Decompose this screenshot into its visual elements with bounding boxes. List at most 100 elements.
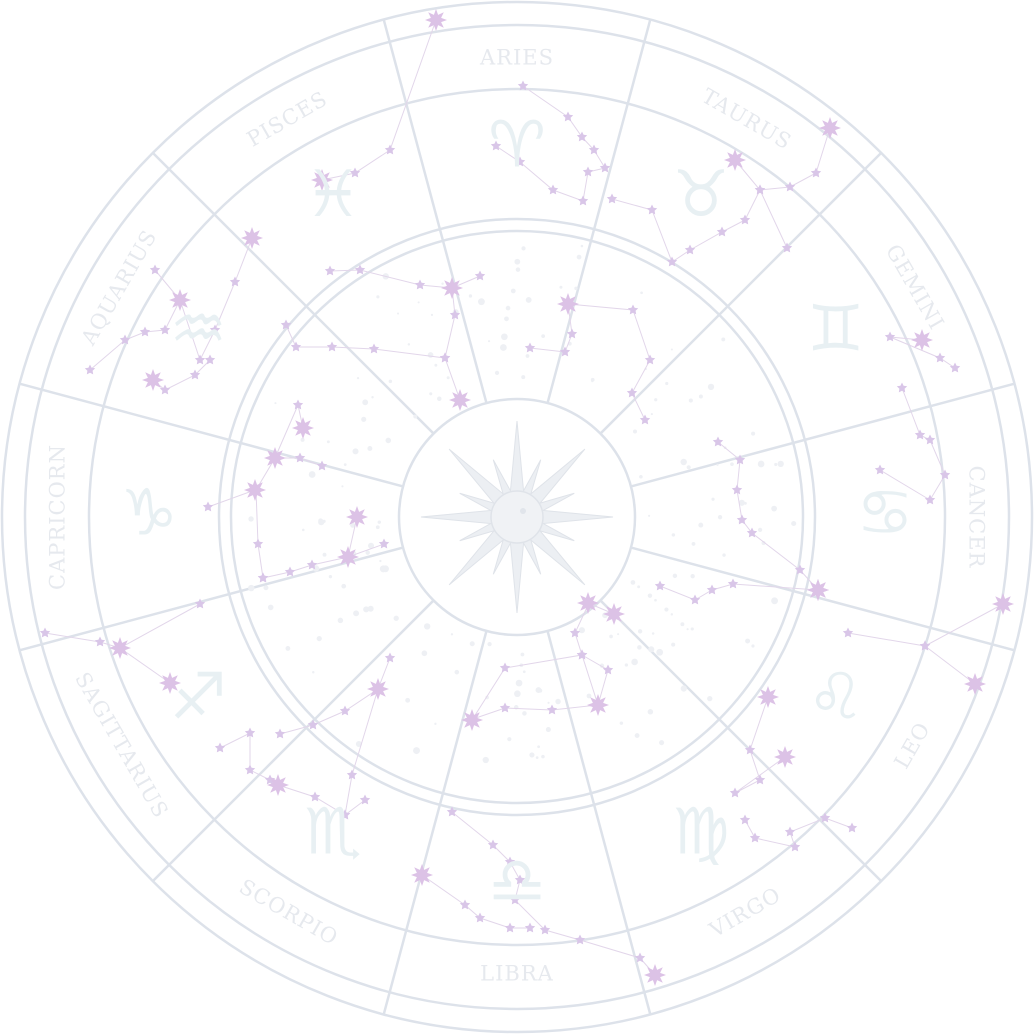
star-icon bbox=[292, 399, 304, 410]
star-icon bbox=[992, 593, 1014, 615]
constellation-line bbox=[734, 159, 788, 249]
star-icon bbox=[244, 727, 256, 738]
house-dividers bbox=[19, 19, 1015, 1015]
star-icon bbox=[264, 447, 286, 469]
constellation-line bbox=[44, 603, 201, 649]
libra-glyph-icon: ♎ bbox=[488, 845, 545, 919]
sign-glyphs: ♈ ♉ ♊ ♋ ♌ ♍ ♎ ♏ ♐ ♑ ♒ ♓ bbox=[120, 109, 913, 919]
constellation-line bbox=[879, 387, 946, 501]
star-icon bbox=[539, 924, 551, 935]
star-icon bbox=[939, 469, 951, 480]
star-icon bbox=[562, 111, 574, 122]
star-icon bbox=[784, 826, 796, 837]
star-icon bbox=[810, 167, 822, 178]
sign-label-leo: LEO bbox=[890, 718, 936, 773]
house-divider bbox=[546, 103, 629, 404]
star-icon bbox=[576, 649, 588, 660]
inner-ring-inner bbox=[229, 229, 805, 805]
house-divider bbox=[599, 599, 821, 821]
star-icon bbox=[689, 594, 701, 605]
star-icon bbox=[588, 144, 600, 155]
star-icon bbox=[368, 343, 380, 354]
star-icon bbox=[194, 354, 206, 365]
constellation-line bbox=[119, 647, 171, 684]
star-icon bbox=[378, 538, 390, 549]
star-icon bbox=[569, 627, 581, 638]
star-icon bbox=[189, 369, 201, 380]
star-icon bbox=[94, 636, 106, 647]
star-icon bbox=[461, 709, 483, 731]
star-icon bbox=[706, 584, 718, 595]
star-icon bbox=[202, 501, 214, 512]
virgo-glyph-icon: ♍ bbox=[672, 795, 729, 869]
star-icon bbox=[229, 276, 241, 287]
star-icon bbox=[446, 806, 458, 817]
star-icon bbox=[504, 922, 516, 933]
constellation-line bbox=[495, 85, 606, 202]
sign-label-gemini: GEMINI bbox=[881, 240, 949, 334]
house-divider bbox=[405, 103, 488, 404]
star-icon bbox=[626, 387, 638, 398]
star-icon bbox=[577, 592, 599, 614]
star-icon bbox=[354, 264, 366, 275]
star-icon bbox=[559, 346, 571, 357]
sagittarius-glyph-icon: ♐ bbox=[170, 661, 227, 735]
star-icon bbox=[949, 362, 961, 373]
star-icon bbox=[587, 694, 609, 716]
star-icon bbox=[290, 341, 302, 352]
star-icon bbox=[346, 506, 368, 528]
star-icon bbox=[914, 429, 926, 440]
star-icon bbox=[39, 627, 51, 638]
constellation-line bbox=[329, 269, 481, 289]
star-icon bbox=[639, 414, 651, 425]
star-icon bbox=[306, 559, 318, 570]
sun-and-moon-emblem-icon bbox=[420, 420, 614, 614]
star-icon bbox=[499, 662, 511, 673]
constellations bbox=[39, 9, 1014, 986]
house-divider-outer bbox=[151, 818, 216, 883]
star-icon bbox=[729, 787, 741, 798]
glyph-band-ring bbox=[87, 87, 947, 947]
constellation-line bbox=[262, 543, 385, 579]
star-icon bbox=[337, 546, 359, 568]
star-icon bbox=[846, 822, 858, 833]
star-icon bbox=[514, 156, 526, 167]
sign-label-scorpio: SCORPIO bbox=[235, 874, 342, 950]
house-divider-outer bbox=[930, 626, 1015, 652]
house-divider-outer bbox=[382, 930, 408, 1015]
star-icon bbox=[731, 484, 743, 495]
house-divider bbox=[599, 213, 821, 435]
star-icon bbox=[577, 195, 589, 206]
star-icon bbox=[474, 912, 486, 923]
label-band-ring bbox=[23, 23, 1011, 1011]
house-divider bbox=[630, 405, 931, 488]
star-icon bbox=[309, 791, 321, 802]
star-icon bbox=[739, 214, 751, 225]
star-icon bbox=[159, 384, 171, 395]
constellation-line bbox=[847, 632, 926, 647]
star-icon bbox=[359, 794, 371, 805]
constellation-line bbox=[889, 336, 956, 369]
star-icon bbox=[754, 184, 766, 195]
sign-label-capricorn: CAPRICORN bbox=[46, 444, 70, 590]
star-icon bbox=[634, 952, 646, 963]
star-icon bbox=[139, 326, 151, 337]
star-icon bbox=[241, 227, 263, 249]
house-divider bbox=[213, 213, 435, 435]
star-icon bbox=[727, 578, 739, 589]
leo-glyph-icon: ♌ bbox=[807, 661, 864, 735]
star-icon bbox=[449, 309, 461, 320]
star-icon bbox=[214, 742, 226, 753]
star-icon bbox=[459, 899, 471, 910]
star-icon bbox=[280, 319, 292, 330]
star-icon bbox=[911, 329, 933, 351]
star-icon bbox=[449, 389, 471, 411]
star-icon bbox=[294, 452, 306, 463]
star-icon bbox=[603, 603, 625, 625]
star-icon bbox=[267, 774, 289, 796]
star-icon bbox=[307, 719, 319, 730]
star-icon bbox=[599, 162, 611, 173]
star-icon bbox=[819, 117, 841, 139]
star-icon bbox=[784, 181, 796, 192]
